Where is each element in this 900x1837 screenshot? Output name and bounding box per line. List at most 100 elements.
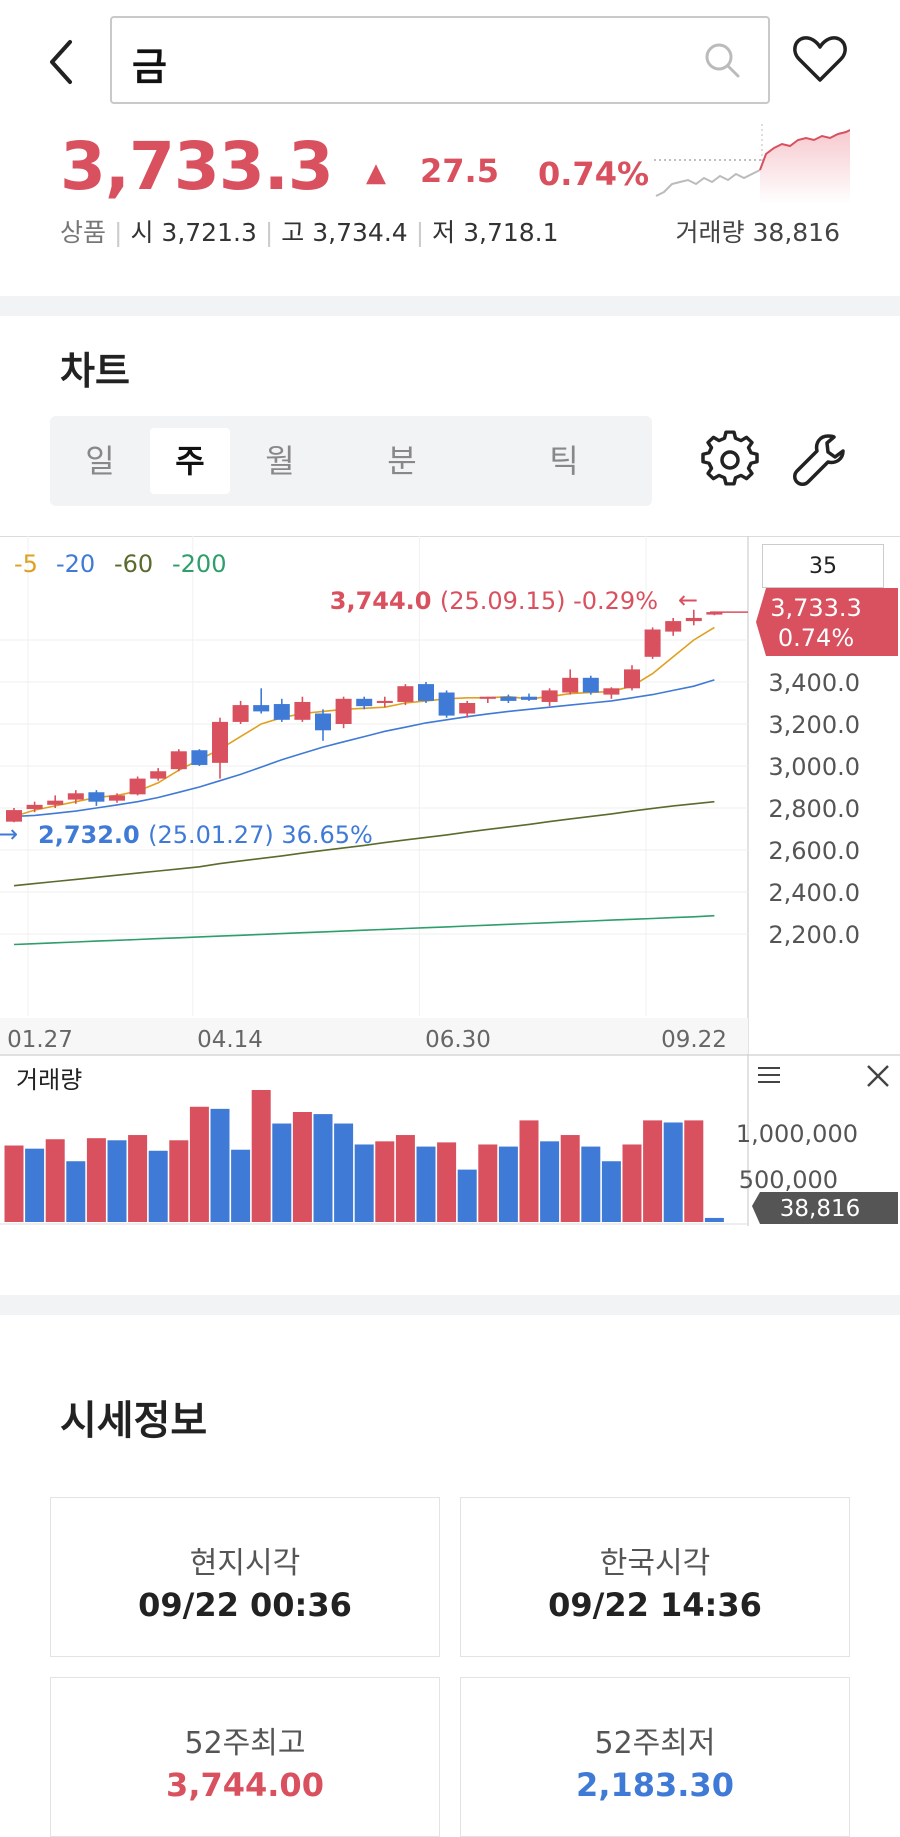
info-card-local-time: 현지시각 09/22 00:36 [50, 1497, 440, 1657]
tab-week[interactable]: 주 [150, 428, 230, 494]
ma5-line [13, 626, 715, 818]
candle-body [685, 617, 702, 622]
low-price: 3,718.1 [463, 218, 559, 247]
candlestick-chart[interactable]: 3,400.0 3,200.0 3,000.0 2,800.0 2,600.0 2,400… [0, 536, 900, 1226]
volume-bar [251, 1090, 271, 1222]
volume-bar [354, 1144, 374, 1222]
volume-bar [498, 1146, 518, 1222]
search-input[interactable]: 금 [110, 16, 770, 104]
volume-bar [231, 1149, 251, 1222]
ma60-line [13, 800, 715, 887]
candle-body [170, 751, 187, 770]
x-axis-tick-label: 01.27 [7, 1027, 73, 1053]
tab-tick[interactable]: 틱 [549, 442, 579, 480]
y-axis-tick-label: 2,800.0 [768, 795, 860, 823]
current-price-badge [756, 588, 898, 656]
current-price-badge-pct: 0.74% [778, 624, 854, 652]
card-label: 52주최고 [184, 1726, 306, 1761]
volume-bar [704, 1217, 724, 1222]
back-button[interactable] [40, 34, 84, 90]
volume-y-tick-label: 1,000,000 [736, 1120, 858, 1148]
candle-body [315, 713, 331, 731]
ma-legend-item: -5 [14, 550, 38, 578]
search-query: 금 [132, 45, 167, 89]
volume-bar [663, 1122, 683, 1222]
open-label: 시 [130, 218, 154, 247]
chart-tools-button[interactable] [790, 430, 850, 490]
x-axis-tick-label: 09.22 [661, 1027, 727, 1053]
right-arrow-icon: → [0, 820, 18, 848]
price-change: 27.5 [420, 152, 499, 190]
candle-body [212, 721, 228, 763]
candle-body [459, 703, 476, 714]
menu-icon[interactable] [758, 1067, 780, 1083]
section-divider [0, 1295, 900, 1315]
candle-body [582, 677, 599, 693]
card-value: 09/22 14:36 [548, 1586, 762, 1624]
x-axis-tick-label: 04.14 [197, 1027, 263, 1053]
ma-legend-item: -60 [114, 550, 153, 578]
y-axis-tick-label: 2,600.0 [768, 837, 860, 865]
y-axis-tick-label: 3,000.0 [768, 753, 860, 781]
volume-bar [334, 1123, 354, 1222]
volume-bar [66, 1161, 86, 1222]
volume-bar [684, 1120, 704, 1222]
volume-bar [581, 1146, 601, 1222]
volume-bar [375, 1141, 395, 1222]
volume-bar [395, 1135, 415, 1222]
candle-body [232, 705, 249, 722]
instrument-type: 상품 [60, 218, 107, 247]
current-volume-badge [752, 1192, 898, 1224]
low-label: 저 [432, 218, 456, 247]
candle-body [644, 629, 661, 657]
info-card-korea-time: 한국시각 09/22 14:36 [460, 1497, 850, 1657]
volume-bar [478, 1144, 498, 1222]
volume-bar [292, 1112, 312, 1222]
candle-body [438, 692, 455, 716]
search-icon[interactable] [702, 40, 742, 80]
candle-body [150, 771, 167, 779]
candle-body [562, 677, 579, 693]
ma200-line [13, 914, 715, 946]
price-summary: 상품 | 시 3,721.3 | 고 3,734.4 | 저 3,718.1 [60, 218, 559, 247]
close-icon[interactable] [867, 1065, 889, 1087]
ma20-line [13, 679, 715, 818]
favorite-button[interactable] [790, 32, 850, 88]
volume-bar [189, 1106, 209, 1222]
high-label: 고 [281, 218, 305, 247]
candle-body [521, 696, 537, 700]
volume-bar [45, 1139, 65, 1222]
up-arrow-icon: ▲ [366, 158, 386, 188]
candle-body [294, 701, 311, 720]
wrench-icon [793, 434, 845, 486]
max-price-annotation: 3,744.0 (25.09.15) -0.29% [330, 587, 658, 615]
price-change-percent: 0.74% [538, 155, 650, 193]
min-price-annotation: 2,732.0 (25.01.27) 36.65% [38, 821, 373, 849]
candle-body [356, 698, 373, 707]
candle-body [191, 750, 208, 765]
tab-month[interactable]: 월 [265, 442, 295, 480]
volume-bar [560, 1135, 580, 1222]
current-volume-badge-value: 38,816 [780, 1196, 860, 1222]
candle-body [47, 800, 64, 805]
volume-bar [416, 1146, 436, 1222]
chart-canvas[interactable]: 3,400.0 3,200.0 3,000.0 2,800.0 2,600.0 2,400… [0, 536, 900, 1226]
chart-settings-button[interactable] [700, 430, 760, 490]
volume-bar [210, 1108, 230, 1222]
card-value: 2,183.30 [576, 1766, 734, 1804]
candle-body [67, 793, 84, 800]
volume-label: 거래량 [675, 218, 745, 247]
zoom-count-field[interactable]: 35 [762, 544, 884, 588]
candle-body [706, 612, 723, 615]
sparkline-mini-chart[interactable] [654, 124, 850, 204]
section-divider [0, 296, 900, 316]
volume-bar [313, 1114, 333, 1222]
current-price-badge-price: 3,733.3 [770, 594, 862, 622]
candle-body [376, 700, 393, 703]
volume-bar [622, 1144, 642, 1222]
candle-body [603, 688, 620, 695]
tab-minute[interactable]: 분 [387, 442, 417, 480]
volume-bar [540, 1141, 560, 1222]
tab-day[interactable]: 일 [85, 442, 115, 480]
info-card-52w-high: 52주최고 3,744.00 [50, 1677, 440, 1837]
